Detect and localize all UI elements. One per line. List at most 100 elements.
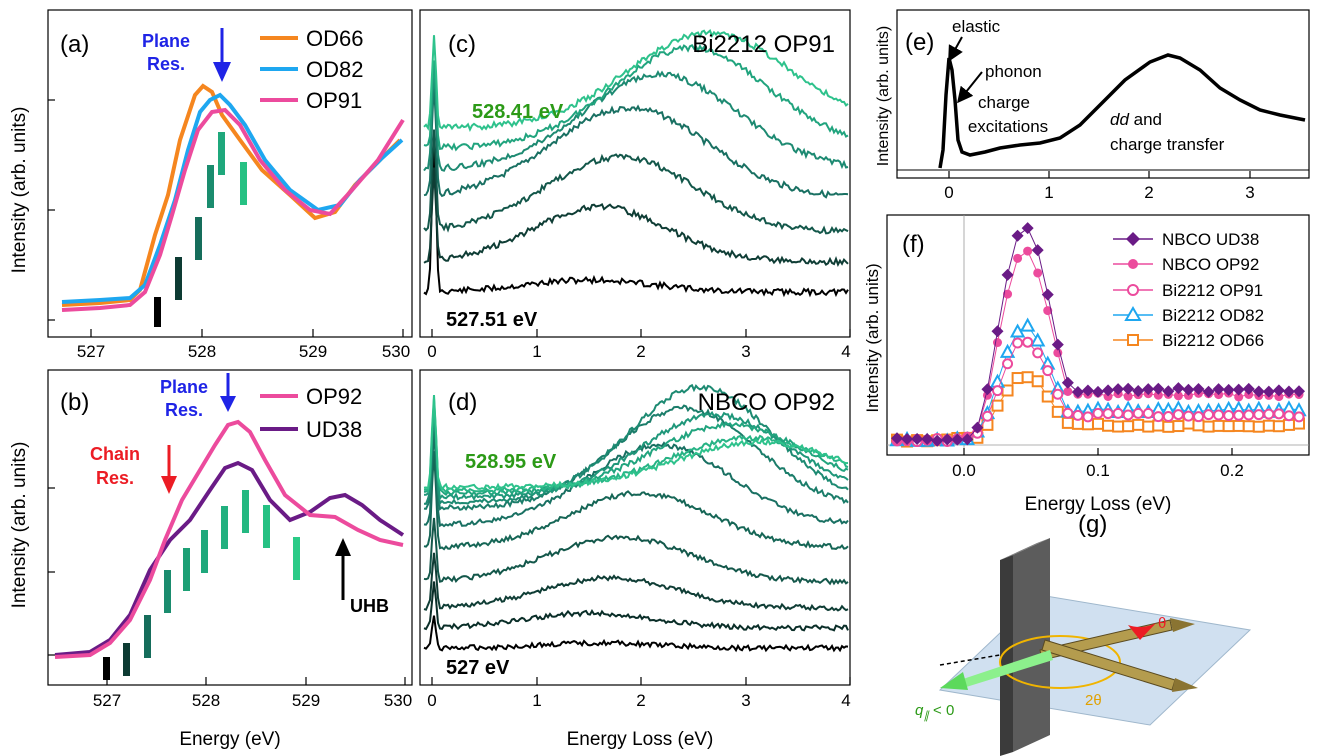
panel-b-uhb-label: UHB [350, 596, 389, 616]
panel-c-title: Bi2212 OP91 [692, 31, 835, 58]
panel-f-point-bi-op91 [1112, 407, 1124, 419]
panel-f-point-bi-op91 [1092, 407, 1104, 419]
panel-f-point-bi-op91 [1223, 409, 1235, 421]
panel-b-plane-res-2: Res. [165, 400, 203, 420]
panel-e-xtick-1: 1 [1044, 183, 1053, 202]
panel-f-point-bi-op91 [1152, 411, 1164, 423]
panel-f-point-bi-od66 [1282, 418, 1295, 431]
panel-b-chain-res-1: Chain [90, 444, 140, 464]
panel-e-xtick-3: 3 [1245, 183, 1254, 202]
panel-f-point-bi-od66 [1041, 390, 1054, 403]
panel-f-point-nbco-ud38 [991, 325, 1004, 338]
panel-g-sample [1000, 538, 1050, 756]
panel-b-legend: OP92 UD38 [260, 384, 362, 442]
panel-e-ylabel: Intensity (arb. units) [875, 26, 892, 167]
panel-f-point-bi-op91 [1233, 409, 1245, 421]
panel-f-point-nbco-op92 [1043, 306, 1053, 316]
panel-c-xtick-3: 3 [741, 342, 750, 361]
panel-f-point-bi-od66 [1031, 375, 1044, 388]
panel-f-point-nbco-ud38 [1122, 382, 1135, 395]
panel-d-title: NBCO OP92 [698, 389, 835, 416]
panel-d-xtick-0: 0 [427, 691, 436, 710]
panel-f-point-nbco-op92 [1013, 253, 1023, 263]
panel-a-legend-0: OD66 [306, 26, 363, 51]
panel-c-xtick-2: 2 [636, 342, 645, 361]
panel-b-plane-res-1: Plane [160, 377, 208, 397]
panel-f-point-nbco-ud38 [1152, 382, 1165, 395]
panel-e-xtick-2: 2 [1144, 183, 1153, 202]
panel-f-point-nbco-ud38 [901, 433, 914, 446]
panel-f-point-nbco-op92 [1153, 390, 1163, 400]
panel-g-q: q∥ < 0 [915, 702, 954, 722]
panel-f-legend-4: Bi2212 OD66 [1162, 331, 1264, 350]
panel-c-bottom-energy: 527.51 eV [446, 309, 538, 331]
panel-d-spectrum-11 [423, 394, 849, 492]
panel-f-point-nbco-ud38 [1262, 385, 1275, 398]
panel-e-xtick-0: 0 [944, 183, 953, 202]
panel-f-legend-3: Bi2212 OD82 [1162, 306, 1264, 325]
panel-f-point-nbco-op92 [993, 338, 1002, 348]
panel-f-point-nbco-ud38 [1242, 382, 1255, 395]
panel-f: 0.0 0.1 0.2 Energy Loss (eV) Intensity (… [863, 214, 1310, 515]
panel-a-xtick-3: 530 [382, 342, 410, 361]
panel-d-xtick-4: 4 [841, 691, 850, 710]
panel-f-point-nbco-ud38 [1293, 385, 1305, 398]
panel-f-point-bi-op91 [1142, 407, 1154, 419]
panel-b-curve-ud38 [54, 460, 405, 657]
panel-f-point-nbco-op92 [1274, 392, 1284, 402]
panel-f-point-bi-op91 [1243, 409, 1255, 421]
panel-f-point-bi-od66 [1102, 419, 1115, 432]
panel-d-spectrum-3 [423, 517, 849, 586]
panel-f-point-nbco-op92 [1023, 246, 1033, 256]
panel-f-point-bi-od82 [999, 343, 1016, 358]
panel-f-point-bi-op91 [1042, 365, 1054, 377]
panel-f-point-nbco-ud38 [961, 433, 974, 446]
panel-c-xtick-0: 0 [427, 342, 436, 361]
panel-f-point-bi-op91 [1082, 411, 1094, 423]
panel-f-point-bi-op91 [1102, 408, 1114, 420]
panel-f-point-bi-op91 [1203, 409, 1215, 421]
panel-b-frame [47, 369, 413, 686]
panel-a-ticks [48, 99, 404, 337]
panel-f-point-bi-od66 [1172, 420, 1185, 433]
panel-b: 527 528 529 530 Energy (eV) (b) Plane Re… [47, 369, 413, 750]
panel-f-point-nbco-ud38 [1102, 384, 1115, 397]
panel-f-point-bi-od66 [1252, 420, 1265, 433]
panel-f-xlabel: Energy Loss (eV) [1025, 494, 1172, 515]
panel-a-xtick-2: 529 [299, 342, 327, 361]
panel-f-point-nbco-ud38 [911, 433, 924, 446]
panel-b-xtick-3: 530 [384, 691, 412, 710]
panel-d: 0 1 2 3 4 Energy Loss (eV) (d) NBCO OP92… [419, 369, 851, 750]
panel-f-point-bi-op91 [1253, 409, 1265, 421]
panel-a-legend-1: OD82 [306, 57, 363, 82]
panel-b-energy-bars [103, 490, 300, 680]
panel-f-point-bi-op91 [1182, 410, 1194, 422]
panel-c-spectrum-5 [423, 43, 849, 152]
panel-f-point-nbco-ud38 [1011, 229, 1024, 242]
panel-c: 0 1 2 3 4 (c) Bi2212 OP91 528.41 eV 527.… [419, 9, 851, 361]
panel-f-point-nbco-ud38 [1202, 385, 1215, 398]
ylabel-b: Intensity (arb. units) [9, 442, 30, 609]
panel-e-phonon: phonon [985, 62, 1042, 81]
panel-e-label: (e) [905, 29, 934, 56]
panel-f-point-bi-op91 [1172, 409, 1184, 421]
panel-f-point-bi-od66 [1122, 420, 1135, 433]
panel-b-chain-res-2: Res. [96, 468, 134, 488]
ylabel-a: Intensity (arb. units) [9, 107, 30, 274]
panel-f-xtick-1: 0.1 [1086, 461, 1110, 480]
panel-b-xtick-0: 527 [93, 691, 121, 710]
panel-c-spectrum-0 [423, 142, 849, 298]
panel-a-frame [47, 9, 413, 338]
panel-a-curve-op91 [61, 107, 405, 312]
panel-f-point-nbco-ud38 [951, 433, 964, 446]
panel-f-point-nbco-ud38 [1222, 383, 1235, 396]
panel-c-label: (c) [448, 31, 476, 58]
panel-g-label: (g) [1078, 511, 1107, 538]
panel-f-point-bi-od66 [1061, 416, 1074, 429]
panel-f-point-bi-op91 [1122, 409, 1134, 421]
panel-e-spectrum [938, 53, 1306, 169]
panel-d-spectrum-6 [423, 404, 849, 511]
panel-g-q-arrow [940, 650, 1053, 690]
panel-c-frame [419, 9, 851, 338]
